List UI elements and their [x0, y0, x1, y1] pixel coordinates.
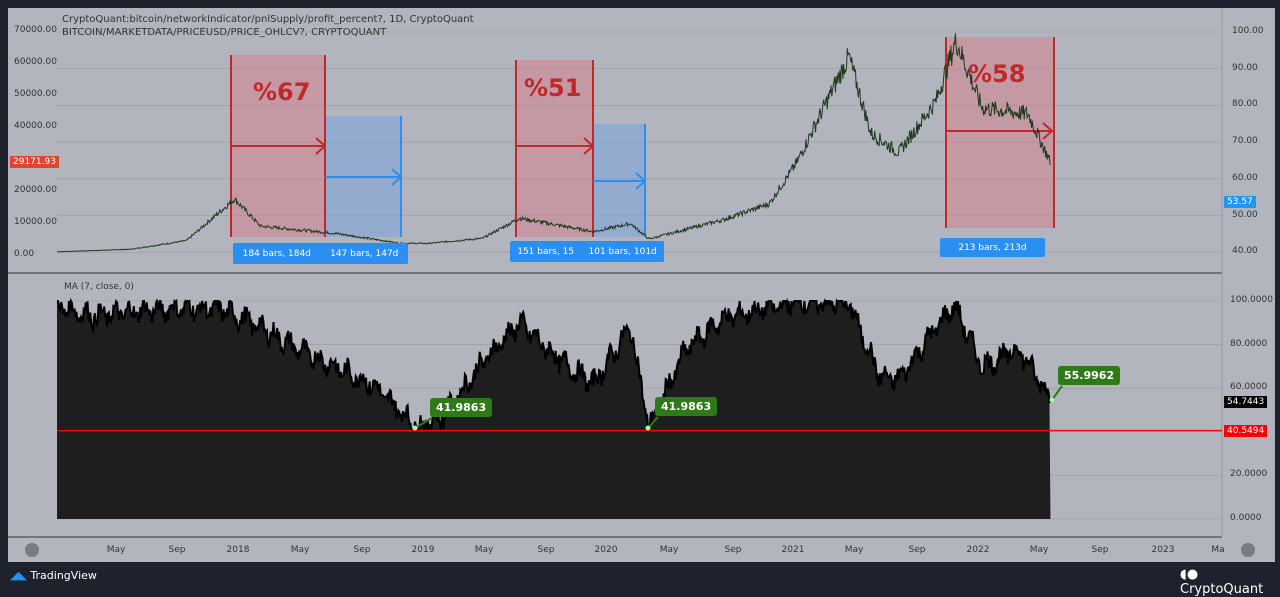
ma-axis-tick: 0.0000 [1230, 513, 1262, 523]
ma-last-tag: 54.7443 [1224, 396, 1268, 408]
callout-current: 55.9962 [1058, 366, 1121, 385]
scroll-right-button [1241, 543, 1255, 557]
callout-point [1049, 397, 1055, 403]
callout-point [645, 425, 651, 431]
time-axis-tick: May [844, 545, 864, 555]
time-axis-tick: Sep [908, 545, 926, 555]
arrow-2b-head [635, 172, 647, 190]
time-axis-tick: May [1029, 545, 1049, 555]
range-label-2a: 151 bars, 15 [517, 246, 575, 257]
left-axis-tick: 0.00 [14, 249, 35, 259]
profit-tag: 53.57 [1224, 196, 1256, 208]
ma-axis-tick: 60.0000 [1230, 382, 1268, 393]
time-axis-tick: May [659, 545, 679, 555]
drop-range-2 [516, 60, 593, 237]
time-axis-tick: May [106, 545, 126, 555]
time-axis-tick: 2020 [594, 545, 618, 555]
right-axis-tick: 50.00 [1232, 209, 1258, 220]
ma-title: MA (7, close, 0) [64, 282, 134, 292]
ma-area [57, 301, 1051, 519]
drop-percent-1: %67 [253, 78, 311, 106]
drop-percent-3: %58 [968, 60, 1026, 88]
time-axis-tick: 2021 [781, 545, 805, 555]
right-axis-tick: 60.00 [1232, 172, 1258, 183]
time-axis-tick: Sep [168, 545, 186, 555]
callout-pointer [414, 417, 433, 429]
cryptoquant-icon: ◖● [1180, 567, 1199, 582]
ma-axis-tick: 100.0000 [1230, 295, 1273, 305]
price-series [57, 33, 1051, 253]
range-label-1: 184 bars, 184d 147 bars, 147d [233, 243, 408, 264]
range-label-2b: 101 bars, 101d [588, 246, 657, 257]
callout-low-2020: 41.9863 [655, 397, 718, 416]
right-axis-tick: 100.00 [1232, 26, 1264, 36]
time-axis-tick: Ma [1211, 545, 1225, 555]
right-axis-tick: 70.00 [1232, 136, 1258, 147]
time-axis-tick: May [474, 545, 494, 555]
arrow-1-head [315, 137, 327, 155]
drop-percent-2: %51 [524, 74, 582, 102]
time-axis-tick: Sep [724, 545, 742, 555]
range-label-2: 151 bars, 15 101 bars, 101d [510, 241, 664, 262]
arrow-2-head [583, 137, 595, 155]
right-axis-tick: 40.00 [1232, 246, 1258, 257]
range-label-1b: 147 bars, 147d [330, 248, 399, 259]
arrow-1b-head [391, 168, 403, 186]
cryptoquant-text: CryptoQuant [1180, 582, 1264, 597]
cryptoquant-logo: ◖● CryptoQuant [1180, 567, 1280, 597]
tradingview-icon: ◢◣ [10, 569, 27, 582]
ma-axis-tick: 80.0000 [1230, 338, 1268, 349]
time-axis-tick: 2018 [226, 545, 250, 555]
left-axis-tick: 50000.00 [14, 89, 57, 99]
right-axis-tick: 80.00 [1232, 99, 1258, 110]
callout-point [412, 425, 418, 431]
right-axis-tick: 90.00 [1232, 62, 1258, 73]
callout-pointer [1051, 385, 1063, 401]
left-axis-tick: 10000.00 [14, 217, 57, 227]
price-title: BITCOIN/MARKETDATA/PRICEUSD/PRICE_OHLCV?… [62, 27, 387, 38]
ma-axis-tick: 20.0000 [1230, 469, 1268, 480]
range-label-3a: 213 bars, 213d [958, 242, 1027, 253]
time-axis-tick: Sep [537, 545, 555, 555]
time-axis-tick: 2019 [411, 545, 435, 555]
hline-tag: 40.5494 [1224, 425, 1268, 437]
scroll-left-button [25, 543, 39, 557]
range-label-3: 213 bars, 213d [940, 238, 1045, 257]
left-axis-tick: 60000.00 [14, 57, 57, 67]
indicator-title: CryptoQuant:bitcoin/networkIndicator/pnl… [62, 14, 474, 25]
callout-low-2018: 41.9863 [430, 398, 493, 417]
time-axis-tick: Sep [353, 545, 371, 555]
tradingview-logo[interactable]: ◢◣ TradingView [10, 569, 97, 582]
ma-line [56, 297, 1051, 431]
time-axis-tick: 2022 [966, 545, 990, 555]
left-axis-tick: 40000.00 [14, 121, 57, 131]
left-axis-tick: 70000.00 [14, 25, 57, 35]
tradingview-text: TradingView [30, 569, 97, 582]
left-axis-tick: 20000.00 [14, 185, 57, 195]
arrow-3-head [1042, 122, 1054, 140]
time-axis-tick: Sep [1091, 545, 1109, 555]
drop-range-3 [946, 37, 1054, 228]
price-tag: 29171.93 [10, 156, 59, 168]
time-axis-tick: 2023 [1151, 545, 1175, 555]
range-label-1a: 184 bars, 184d [242, 248, 311, 259]
time-axis-tick: May [290, 545, 310, 555]
